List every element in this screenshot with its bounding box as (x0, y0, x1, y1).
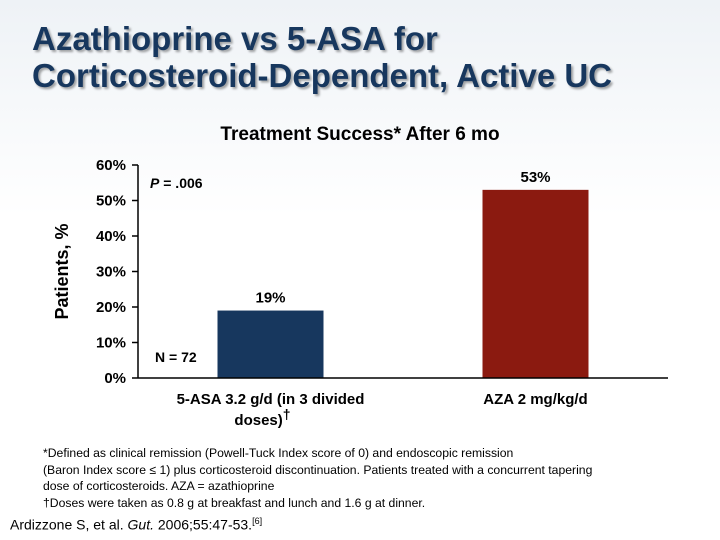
y-tick-label: 20% (96, 299, 126, 316)
y-tick-label: 10% (96, 335, 126, 352)
y-tick-label: 0% (104, 370, 126, 387)
citation-ref: [6] (252, 516, 263, 526)
y-tick-label: 40% (96, 228, 126, 245)
bar-value-label: 19% (255, 290, 285, 307)
footnote-line2b: 1) plus corticosteroid discontinuation. … (156, 462, 593, 477)
footnote-line1: *Defined as clinical remission (Powell-T… (43, 446, 514, 460)
y-ticks: 0% 10% 20% 30% 40% 50% 60% (96, 157, 138, 387)
bar (482, 189, 589, 378)
citation-authors: Ardizzone S, et al. (10, 516, 128, 533)
y-tick-label: 50% (96, 193, 126, 210)
citation: Ardizzone S, et al. Gut. 2006;55:47-53.[… (10, 516, 262, 533)
citation-details: 2006;55:47-53. (153, 516, 253, 533)
footnote-line4: †Doses were taken as 0.8 g at breakfast … (43, 495, 426, 510)
citation-journal: Gut. (127, 516, 154, 533)
bars: 19% 53% (217, 169, 589, 378)
bar-value-label: 53% (520, 169, 550, 186)
footnote-line2a: (Baron Index score (43, 462, 150, 477)
slide-title-line2: Corticosteroid-Dependent, Active UC (32, 57, 613, 94)
chart-title: Treatment Success* After 6 mo (220, 124, 500, 145)
footnote-line3: dose of corticosteroids. AZA = azathiopr… (43, 479, 275, 493)
y-tick-label: 30% (96, 264, 126, 281)
p-value-text: = .006 (159, 175, 202, 191)
slide-title-line1: Azathioprine vs 5-ASA for (32, 20, 438, 57)
category-label-line1: AZA 2 mg/kg/d (483, 391, 587, 408)
y-axis-title: Patients, % (52, 223, 72, 319)
category-label-line2-text: doses) (234, 412, 282, 429)
footnotes: *Defined as clinical remission (Powell-T… (43, 445, 703, 511)
dagger-mark: † (283, 406, 291, 422)
footnote-line2: (Baron Index score ≤ 1) plus corticoster… (43, 462, 703, 479)
slide-title: Azathioprine vs 5-ASA for Corticosteroid… (32, 20, 702, 94)
bar-chart: Patients, % 0%10%20%30%40%50%60% 19%53% … (52, 157, 668, 429)
p-value-prefix: P (150, 175, 160, 191)
n-annotation: N = 72 (155, 349, 197, 365)
category-label-line2: doses)† (234, 406, 290, 429)
y-axis-title-group: Patients, % (52, 223, 72, 319)
p-value-annotation: P = .006 (150, 175, 203, 191)
category-label-line1: 5-ASA 3.2 g/d (in 3 divided (177, 391, 365, 408)
leq-symbol: ≤ (149, 462, 157, 477)
y-tick-label: 60% (96, 157, 126, 174)
bar (217, 310, 324, 378)
